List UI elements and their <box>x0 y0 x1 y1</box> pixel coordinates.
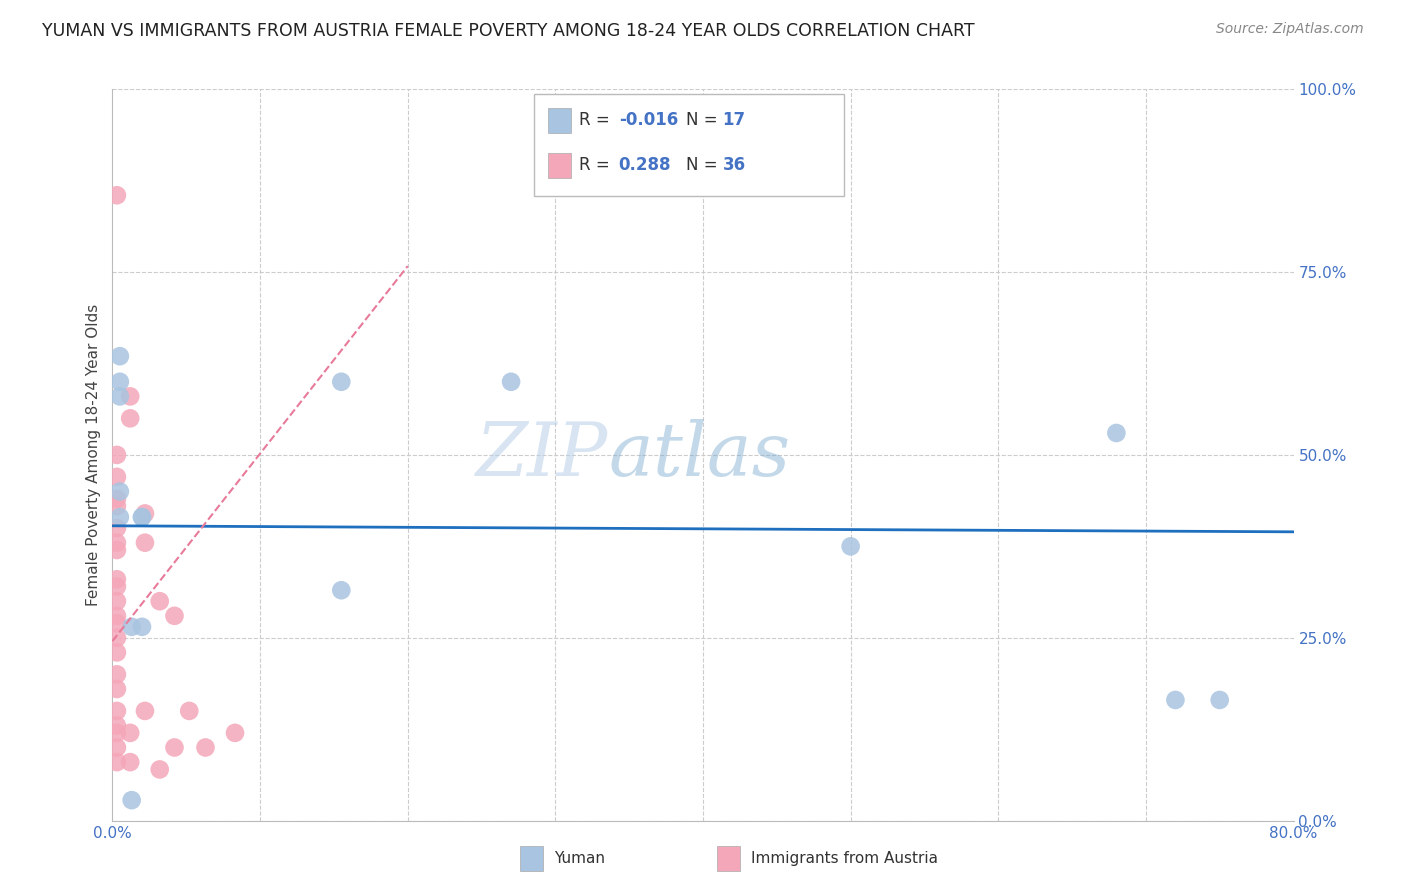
Point <box>105 740 128 755</box>
Text: Source: ZipAtlas.com: Source: ZipAtlas.com <box>1216 22 1364 37</box>
Point <box>105 616 128 631</box>
Point <box>1105 425 1128 440</box>
Point <box>330 583 353 598</box>
Text: ZIP: ZIP <box>477 418 609 491</box>
Point <box>105 631 128 645</box>
Point <box>105 608 128 623</box>
Point <box>105 726 128 740</box>
Point <box>105 470 128 484</box>
Point <box>149 763 172 777</box>
Point <box>121 793 143 807</box>
Text: 0.288: 0.288 <box>619 156 671 174</box>
Text: Immigrants from Austria: Immigrants from Austria <box>751 851 938 865</box>
Point <box>134 507 156 521</box>
Point <box>108 484 131 499</box>
Text: 17: 17 <box>723 112 745 129</box>
Text: Yuman: Yuman <box>554 851 605 865</box>
Point <box>108 510 131 524</box>
Point <box>1208 693 1232 707</box>
Text: -0.016: -0.016 <box>619 112 678 129</box>
Point <box>105 521 128 535</box>
Point <box>105 681 128 696</box>
Text: R =: R = <box>579 112 616 129</box>
Point <box>224 726 246 740</box>
Point <box>194 740 217 755</box>
Text: R =: R = <box>579 156 616 174</box>
Text: YUMAN VS IMMIGRANTS FROM AUSTRIA FEMALE POVERTY AMONG 18-24 YEAR OLDS CORRELATIO: YUMAN VS IMMIGRANTS FROM AUSTRIA FEMALE … <box>42 22 974 40</box>
Point <box>120 726 142 740</box>
Point <box>105 535 128 549</box>
Point <box>120 755 142 769</box>
Point <box>108 349 131 363</box>
Point <box>134 535 156 549</box>
Text: 36: 36 <box>723 156 745 174</box>
Point <box>179 704 201 718</box>
Point <box>105 572 128 586</box>
Y-axis label: Female Poverty Among 18-24 Year Olds: Female Poverty Among 18-24 Year Olds <box>86 304 101 606</box>
Point <box>105 491 128 506</box>
Point <box>105 718 128 732</box>
Point <box>501 375 523 389</box>
Point <box>131 620 153 634</box>
Point <box>163 608 186 623</box>
Point <box>105 188 128 202</box>
Text: atlas: atlas <box>609 418 790 491</box>
Point <box>121 620 143 634</box>
Point <box>163 740 186 755</box>
Point <box>120 411 142 425</box>
Point <box>105 499 128 513</box>
Text: N =: N = <box>686 112 723 129</box>
Point <box>108 389 131 403</box>
Point <box>131 510 153 524</box>
Point <box>105 448 128 462</box>
Point <box>1164 693 1187 707</box>
Point <box>105 645 128 659</box>
Point <box>105 580 128 594</box>
Point <box>105 543 128 558</box>
Point <box>134 704 156 718</box>
Text: N =: N = <box>686 156 723 174</box>
Point <box>330 375 353 389</box>
Point <box>120 389 142 403</box>
Point <box>108 375 131 389</box>
Point <box>131 510 153 524</box>
Point <box>105 704 128 718</box>
Point <box>105 594 128 608</box>
Point <box>149 594 172 608</box>
Point <box>839 539 862 553</box>
Point <box>105 667 128 681</box>
Point <box>105 755 128 769</box>
